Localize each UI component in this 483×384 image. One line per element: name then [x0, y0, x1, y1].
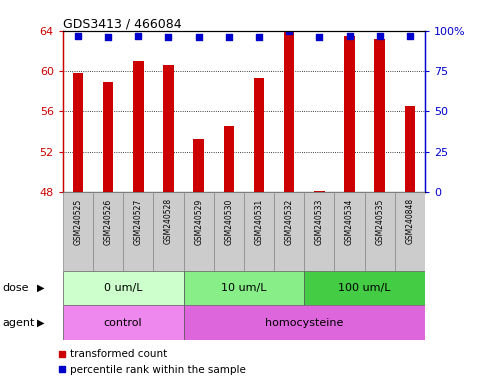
Bar — [63, 305, 184, 340]
Bar — [224, 126, 234, 192]
Text: homocysteine: homocysteine — [265, 318, 343, 328]
Point — [134, 33, 142, 39]
Bar — [63, 192, 93, 271]
Text: 10 um/L: 10 um/L — [221, 283, 267, 293]
Text: GSM240525: GSM240525 — [73, 198, 83, 245]
Text: GSM240528: GSM240528 — [164, 198, 173, 245]
Text: ▶: ▶ — [37, 318, 45, 328]
Text: GDS3413 / 466084: GDS3413 / 466084 — [63, 17, 182, 30]
Bar — [405, 106, 415, 192]
Point — [315, 34, 323, 40]
Point — [74, 33, 82, 39]
Point — [376, 33, 384, 39]
Text: GSM240527: GSM240527 — [134, 198, 143, 245]
Bar — [133, 61, 143, 192]
Text: GSM240532: GSM240532 — [284, 198, 294, 245]
Point — [195, 34, 202, 40]
Bar — [93, 192, 123, 271]
Text: GSM240526: GSM240526 — [103, 198, 113, 245]
Point — [406, 33, 414, 39]
Bar — [374, 39, 385, 192]
Bar — [193, 139, 204, 192]
Text: 100 um/L: 100 um/L — [339, 283, 391, 293]
Text: 0 um/L: 0 um/L — [104, 283, 142, 293]
Bar — [184, 192, 213, 271]
Point — [104, 34, 112, 40]
Bar — [254, 78, 264, 192]
Bar — [314, 191, 325, 192]
Bar — [154, 192, 184, 271]
Bar — [184, 305, 425, 340]
Text: dose: dose — [2, 283, 29, 293]
Bar — [344, 36, 355, 192]
Bar — [365, 192, 395, 271]
Bar — [334, 192, 365, 271]
Text: GSM240534: GSM240534 — [345, 198, 354, 245]
Bar — [72, 73, 83, 192]
Bar — [63, 271, 184, 305]
Text: GSM240530: GSM240530 — [224, 198, 233, 245]
Text: GSM240533: GSM240533 — [315, 198, 324, 245]
Text: GSM240529: GSM240529 — [194, 198, 203, 245]
Bar — [184, 271, 304, 305]
Text: control: control — [104, 318, 142, 328]
Text: agent: agent — [2, 318, 35, 328]
Bar — [123, 192, 154, 271]
Text: GSM240848: GSM240848 — [405, 198, 414, 245]
Bar — [163, 65, 174, 192]
Text: ▶: ▶ — [37, 283, 45, 293]
Point — [225, 34, 233, 40]
Bar — [284, 30, 295, 192]
Legend: transformed count, percentile rank within the sample: transformed count, percentile rank withi… — [54, 345, 250, 379]
Bar — [274, 192, 304, 271]
Bar — [103, 82, 114, 192]
Point — [346, 33, 354, 39]
Text: GSM240535: GSM240535 — [375, 198, 384, 245]
Text: GSM240531: GSM240531 — [255, 198, 264, 245]
Point — [285, 28, 293, 34]
Point — [165, 34, 172, 40]
Bar — [213, 192, 244, 271]
Bar — [304, 271, 425, 305]
Bar — [395, 192, 425, 271]
Point — [255, 34, 263, 40]
Bar — [244, 192, 274, 271]
Bar — [304, 192, 334, 271]
